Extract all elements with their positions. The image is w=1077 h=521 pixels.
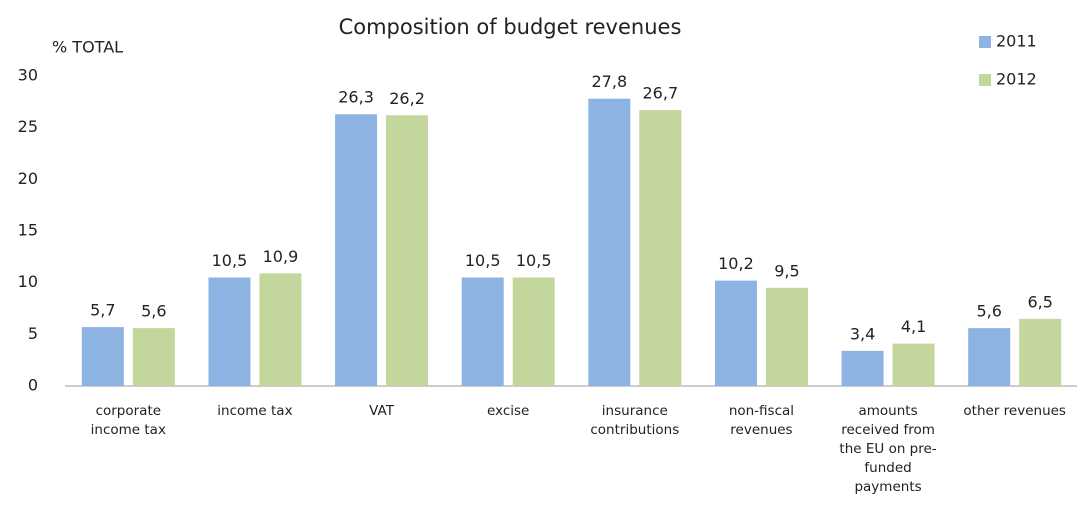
- bar: [765, 287, 808, 386]
- value-label: 26,7: [643, 84, 679, 103]
- value-label: 26,2: [389, 89, 425, 108]
- bar: [512, 277, 555, 386]
- x-tick-label: excise: [487, 403, 530, 419]
- value-label: 10,2: [718, 254, 754, 273]
- value-label: 27,8: [592, 72, 628, 91]
- legend-swatch: [979, 36, 991, 48]
- bar: [208, 277, 251, 386]
- y-tick-label: 15: [18, 221, 38, 240]
- value-label: 3,4: [850, 324, 875, 343]
- value-label: 10,5: [465, 251, 501, 270]
- legend-swatch: [979, 74, 991, 86]
- value-label: 9,5: [774, 261, 799, 280]
- y-tick-label: 30: [18, 66, 38, 85]
- bar: [1019, 318, 1062, 386]
- bar: [335, 114, 378, 386]
- bar: [841, 350, 884, 386]
- x-tick-label: non-fiscal revenues: [728, 403, 795, 438]
- y-tick-label: 10: [18, 272, 38, 291]
- value-label: 5,6: [976, 302, 1001, 321]
- x-tick-label: other revenues: [963, 403, 1066, 419]
- value-label: 10,5: [212, 251, 248, 270]
- bar: [968, 328, 1011, 386]
- bar: [639, 110, 682, 386]
- value-label: 5,7: [90, 301, 115, 320]
- x-tick-label: VAT: [369, 403, 394, 419]
- value-label: 26,3: [338, 88, 374, 107]
- chart-title: Composition of budget revenues: [339, 15, 682, 39]
- y-tick-label: 20: [18, 169, 38, 188]
- bar: [461, 277, 504, 386]
- bar: [714, 280, 757, 386]
- value-label: 10,5: [516, 251, 552, 270]
- bar: [81, 327, 124, 386]
- value-label: 4,1: [901, 317, 926, 336]
- y-tick-label: 5: [28, 324, 38, 343]
- value-label: 10,9: [263, 247, 299, 266]
- y-axis-label: % TOTAL: [52, 38, 123, 57]
- bar: [588, 98, 631, 386]
- legend-label: 2011: [996, 32, 1037, 51]
- x-tick-label: income tax: [217, 403, 293, 419]
- y-tick-label: 0: [28, 376, 38, 395]
- bar: [132, 328, 175, 386]
- x-tick-label: insurance contributions: [590, 403, 680, 438]
- y-tick-label: 25: [18, 117, 38, 136]
- bar: [892, 343, 935, 386]
- x-tick-label: amounts received from the EU on pre-fund…: [839, 403, 937, 495]
- bar: [386, 115, 429, 387]
- value-label: 6,5: [1027, 292, 1052, 311]
- x-tick-label: corporate income tax: [90, 403, 166, 438]
- bar: [259, 273, 302, 386]
- legend-label: 2012: [996, 70, 1037, 89]
- value-label: 5,6: [141, 302, 166, 321]
